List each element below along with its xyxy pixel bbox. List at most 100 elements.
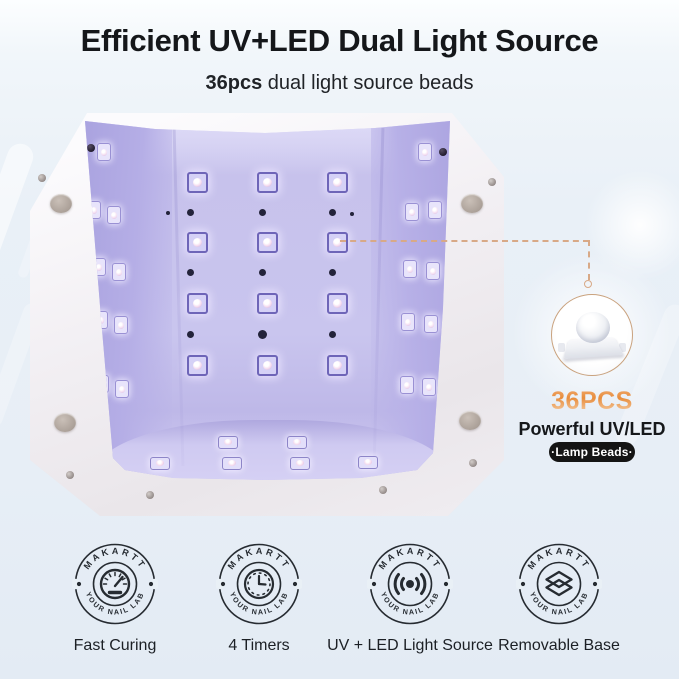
led-bead <box>186 292 208 314</box>
lamp-cavity <box>85 121 450 480</box>
led-bead <box>405 203 419 221</box>
magnet-pad <box>54 412 76 432</box>
cavity-seam <box>172 128 185 466</box>
makartt-stamp: MAKARTT YOUR NAIL LAB <box>516 543 602 625</box>
stamp-bottom-text: YOUR NAIL LAB <box>84 590 145 616</box>
subtitle-text: dual light source beads <box>262 72 474 94</box>
makartt-stamp: MAKARTT YOUR NAIL LAB <box>72 543 158 625</box>
svg-text:MAKARTT: MAKARTT <box>82 546 149 571</box>
led-bead <box>326 292 348 314</box>
screw-dot <box>186 208 194 216</box>
led-bead <box>403 260 417 278</box>
led-bead <box>256 292 278 314</box>
svg-text:MAKARTT: MAKARTT <box>377 546 444 571</box>
callout-connector-dot <box>584 280 592 288</box>
lamp-bead-closeup-ring <box>551 294 633 376</box>
bead-side-tab <box>619 343 626 352</box>
callout-count: 36PCS <box>512 387 672 416</box>
screw-dot <box>328 330 336 338</box>
screw <box>66 471 74 479</box>
led-bead <box>186 171 208 193</box>
led-bead <box>326 231 348 253</box>
lamp-photo <box>25 108 507 518</box>
screw <box>488 178 496 186</box>
sensor-dot <box>439 148 447 156</box>
led-bead <box>422 378 436 396</box>
callout-connector-line <box>588 240 590 280</box>
feature-uv-led-light-source: MAKARTT YOUR NAIL LAB UV + LED Light Sou… <box>310 541 510 655</box>
makartt-stamp: MAKARTT YOUR NAIL LAB <box>216 543 302 625</box>
screw <box>469 459 477 467</box>
magnet-pad <box>461 193 483 213</box>
bead-dome <box>576 312 610 343</box>
feature-label: Removable Base <box>498 637 620 654</box>
screw <box>38 174 46 182</box>
callout-title: Powerful UV/LED <box>518 419 666 439</box>
feature-fast-curing: MAKARTT YOUR NAIL LAB Fast Curing <box>15 541 215 655</box>
screw-dot <box>166 211 170 215</box>
screw <box>146 491 154 499</box>
magnet-pad <box>459 410 481 430</box>
stamp-top-text: MAKARTT <box>377 546 441 571</box>
screw <box>379 486 387 494</box>
stamp-bottom-text: YOUR NAIL LAB <box>379 590 440 616</box>
makartt-stamp: MAKARTT YOUR NAIL LAB <box>367 543 453 625</box>
led-bead <box>115 380 129 398</box>
screw-dot <box>257 329 267 339</box>
bead-side-tab <box>558 343 565 352</box>
stamp-top-text: MAKARTT <box>226 546 290 571</box>
sensor-dot <box>87 144 95 152</box>
led-bead <box>150 456 170 470</box>
page-subtitle: 36pcs dual light source beads <box>0 72 679 95</box>
page-title: Efficient UV+LED Dual Light Source <box>80 23 599 58</box>
svg-text:YOUR NAIL LAB: YOUR NAIL LAB <box>379 590 441 616</box>
led-bead <box>358 455 378 469</box>
screw-dot <box>328 268 336 276</box>
screw-dot <box>186 268 194 276</box>
screw-dot <box>186 330 194 338</box>
speedometer-icon <box>99 568 131 600</box>
led-bead <box>222 456 242 470</box>
feature-label: Fast Curing <box>73 637 157 654</box>
screw-dot <box>350 212 354 216</box>
led-bead <box>326 171 348 193</box>
led-bead <box>114 316 128 334</box>
screw-dot <box>258 208 266 216</box>
led-bead <box>107 206 121 224</box>
svg-text:YOUR NAIL LAB: YOUR NAIL LAB <box>84 590 146 616</box>
led-bead <box>112 263 126 281</box>
feature-removable-base: MAKARTT YOUR NAIL LAB Removable Base <box>459 541 659 655</box>
led-bead <box>256 354 278 376</box>
led-bead <box>418 143 432 161</box>
clock-icon <box>243 568 275 600</box>
subtitle-count: 36pcs <box>205 72 263 94</box>
led-bead <box>97 143 111 161</box>
led-bead <box>428 201 442 219</box>
stamp-top-text: MAKARTT <box>82 546 146 571</box>
svg-text:MAKARTT: MAKARTT <box>526 546 593 571</box>
screw-dot <box>328 208 336 216</box>
led-bead <box>256 171 278 193</box>
led-bead <box>401 313 415 331</box>
layers-icon <box>545 570 573 597</box>
feature-label: 4 Timers <box>228 637 290 654</box>
led-bead <box>287 435 307 449</box>
lamp-beads-pill: ·Lamp Beads· <box>549 442 635 462</box>
stamp-top-text: MAKARTT <box>526 546 590 571</box>
led-bead <box>426 262 440 280</box>
callout-connector-line <box>340 240 589 242</box>
led-bead <box>424 315 438 333</box>
led-bead <box>186 231 208 253</box>
led-bead <box>256 231 278 253</box>
light-emission-icon <box>393 573 427 595</box>
magnet-pad <box>50 193 72 213</box>
led-bead <box>290 456 310 470</box>
feature-4-timers: MAKARTT YOUR NAIL LAB 4 Timers <box>159 541 359 655</box>
screw-dot <box>258 268 266 276</box>
led-bead <box>218 435 238 449</box>
feature-label: UV + LED Light Source <box>327 637 493 654</box>
led-bead <box>400 376 414 394</box>
led-bead <box>186 354 208 376</box>
led-bead <box>326 354 348 376</box>
